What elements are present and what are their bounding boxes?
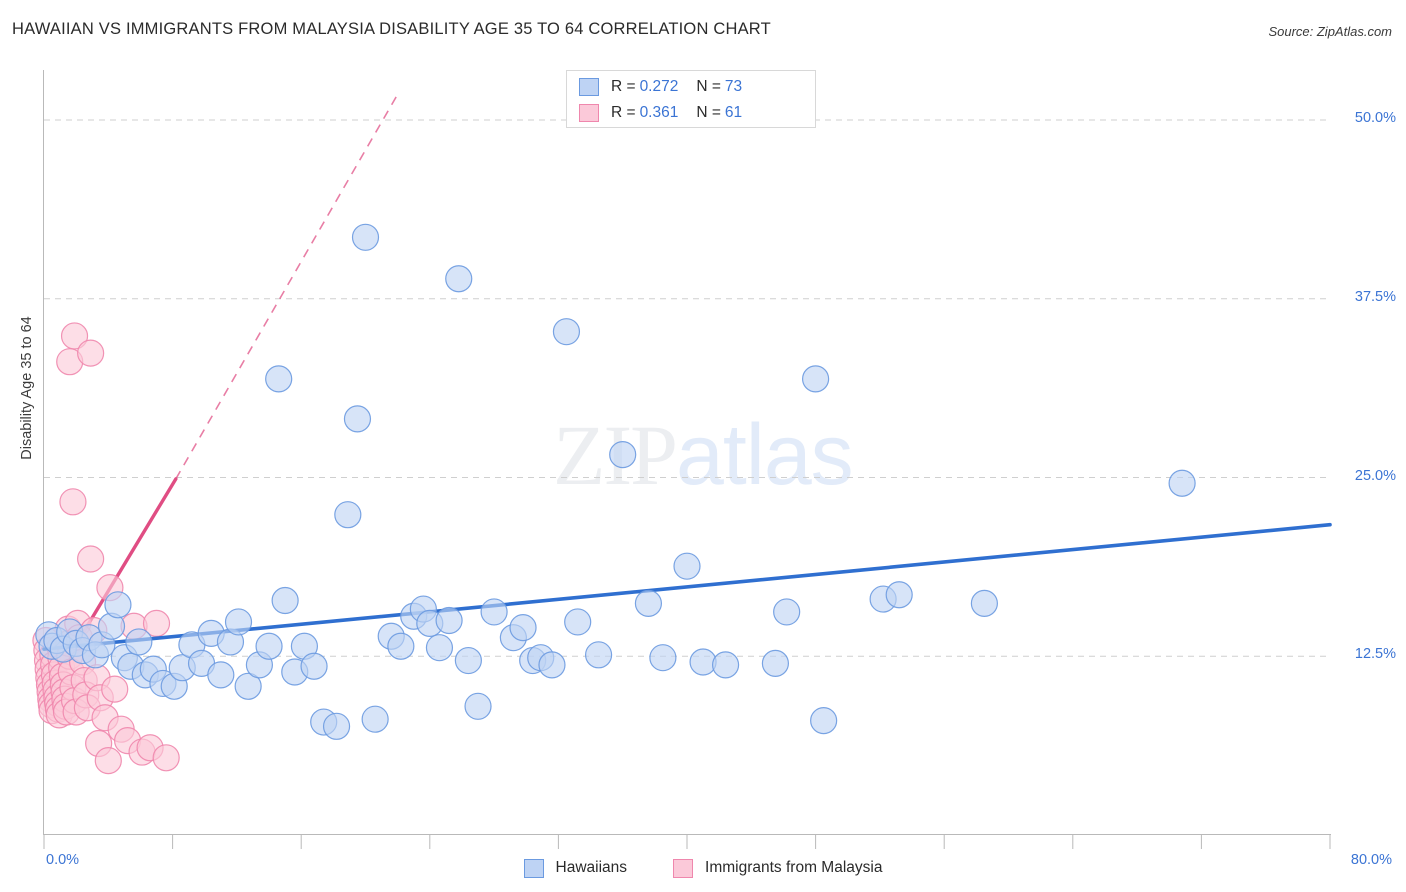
data-point bbox=[77, 545, 105, 573]
data-point bbox=[480, 598, 508, 626]
r-label-blue: R = bbox=[611, 78, 636, 95]
data-point bbox=[445, 265, 473, 293]
data-point bbox=[509, 614, 537, 642]
y-axis-line bbox=[43, 70, 44, 835]
data-point bbox=[673, 552, 701, 580]
legend-swatch-malaysia bbox=[579, 104, 599, 122]
data-point bbox=[773, 598, 801, 626]
data-point bbox=[464, 692, 492, 720]
data-point bbox=[265, 365, 293, 393]
data-point bbox=[94, 747, 122, 775]
legend-item-malaysia[interactable]: Immigrants from Malaysia bbox=[673, 858, 883, 878]
stats-legend-row-hawaiians: R = 0.272 N = 73 bbox=[579, 74, 746, 100]
n-value-pink: 61 bbox=[724, 104, 743, 121]
scatter-points-malaysia bbox=[32, 322, 180, 775]
y-tick-label-1: 37.5% bbox=[1354, 288, 1396, 305]
data-point bbox=[351, 223, 380, 251]
y-tick-label-3: 12.5% bbox=[1354, 646, 1396, 663]
data-point bbox=[77, 339, 105, 367]
data-point bbox=[552, 318, 581, 346]
data-point bbox=[711, 651, 740, 679]
data-point bbox=[538, 651, 566, 679]
data-point bbox=[387, 632, 415, 660]
data-point bbox=[649, 644, 677, 672]
page-title: HAWAIIAN VS IMMIGRANTS FROM MALAYSIA DIS… bbox=[12, 20, 771, 38]
data-point bbox=[334, 501, 362, 529]
data-point bbox=[60, 322, 89, 350]
data-point bbox=[801, 365, 830, 393]
data-point bbox=[634, 589, 663, 617]
data-point bbox=[435, 606, 463, 635]
data-point bbox=[224, 608, 253, 636]
data-point bbox=[104, 591, 132, 619]
y-tick-label-2: 25.0% bbox=[1354, 467, 1396, 484]
r-label-pink: R = bbox=[611, 104, 636, 121]
legend-label-malaysia: Immigrants from Malaysia bbox=[705, 859, 883, 876]
x-tick-label-max: 80.0% bbox=[1350, 852, 1392, 868]
data-point bbox=[300, 652, 328, 680]
n-label-blue: N = bbox=[696, 78, 721, 95]
data-point bbox=[885, 581, 913, 609]
source-label: Source: ZipAtlas.com bbox=[1268, 24, 1392, 39]
data-point bbox=[564, 608, 592, 636]
n-value-blue: 73 bbox=[724, 78, 743, 95]
data-point bbox=[343, 405, 372, 433]
x-tick-label-min: 0.0% bbox=[46, 852, 80, 868]
data-point bbox=[271, 586, 299, 615]
data-point bbox=[207, 661, 235, 689]
data-point bbox=[234, 672, 262, 700]
n-label-pink: N = bbox=[696, 104, 721, 121]
scatter-points-hawaiians bbox=[35, 223, 1196, 740]
stats-legend-row-malaysia: R = 0.361 N = 61 bbox=[579, 100, 746, 126]
data-point bbox=[584, 641, 613, 669]
legend-label-hawaiians: Hawaiians bbox=[555, 859, 628, 876]
data-point bbox=[59, 488, 87, 516]
series-legend: Hawaiians Immigrants from Malaysia bbox=[0, 850, 1406, 886]
r-value-pink: 0.361 bbox=[639, 104, 679, 121]
y-tick-label-0: 50.0% bbox=[1354, 110, 1396, 127]
data-point bbox=[142, 609, 171, 637]
data-point bbox=[125, 628, 153, 656]
legend-swatch-hawaiians bbox=[579, 78, 599, 96]
data-point bbox=[454, 646, 482, 675]
r-value-blue: 0.272 bbox=[639, 78, 679, 95]
data-point bbox=[609, 441, 637, 469]
legend-color-hawaiians bbox=[523, 858, 544, 878]
data-point bbox=[152, 744, 180, 772]
data-point bbox=[689, 648, 717, 676]
data-point bbox=[1168, 469, 1196, 497]
data-point bbox=[970, 589, 998, 617]
data-point bbox=[761, 649, 790, 678]
data-point bbox=[255, 632, 283, 660]
data-point bbox=[810, 707, 838, 735]
data-point bbox=[425, 634, 454, 662]
legend-color-malaysia bbox=[673, 858, 694, 878]
data-point bbox=[322, 712, 351, 740]
trendline-malaysia-extension bbox=[175, 93, 399, 480]
legend-item-hawaiians[interactable]: Hawaiians bbox=[523, 858, 628, 878]
data-point bbox=[101, 675, 129, 703]
x-axis-line bbox=[43, 834, 1331, 835]
data-point bbox=[361, 705, 389, 733]
trendline-hawaiians bbox=[42, 522, 1332, 651]
stats-legend: R = 0.272 N = 73 R = 0.361 N = 61 bbox=[566, 70, 816, 128]
